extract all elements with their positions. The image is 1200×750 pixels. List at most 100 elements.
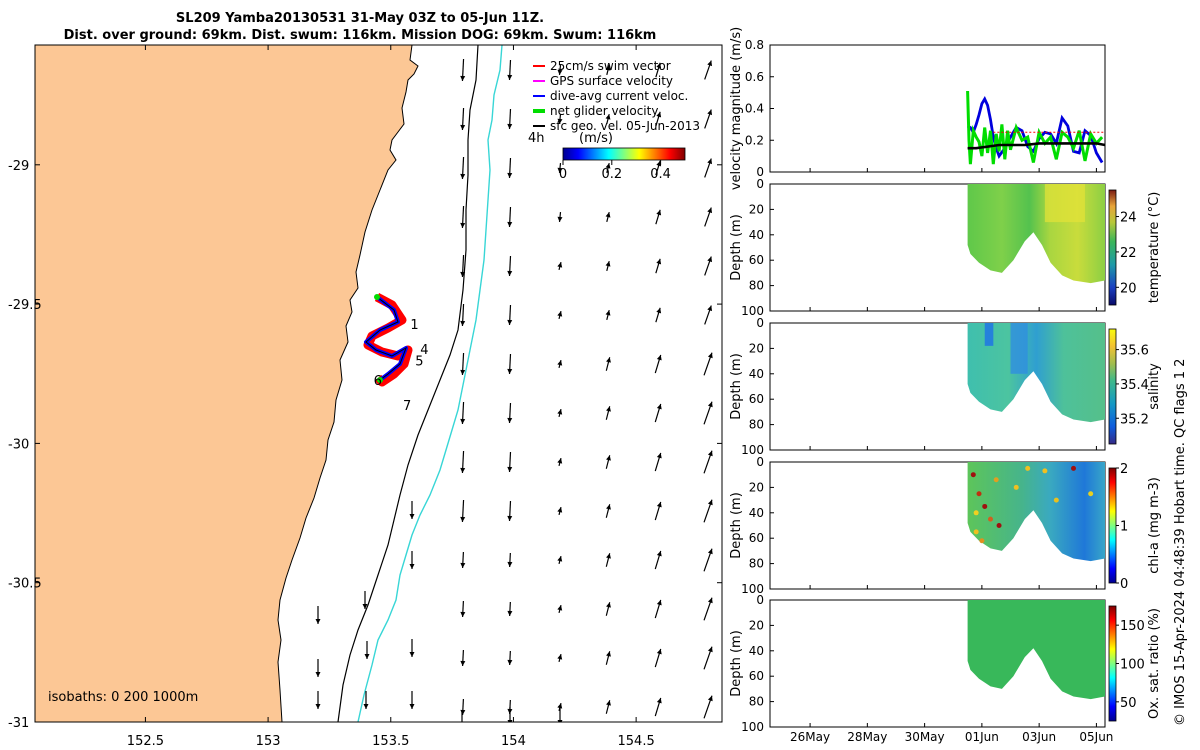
depth-tick-label: 40: [749, 644, 764, 658]
current-arrowhead: [606, 602, 611, 608]
current-arrowhead: [460, 173, 466, 179]
colorbar-tick-label: 35.2: [1120, 412, 1149, 427]
chla-sample-dot: [1042, 468, 1048, 474]
section-field: [967, 323, 1105, 423]
waypoint-label: 6: [374, 374, 382, 389]
time-tick-label: 05Jun: [1079, 730, 1113, 744]
isobath-1000m: [357, 45, 503, 722]
time-tick-label: 28May: [847, 730, 887, 744]
velocity-ytick-label: 0.6: [745, 70, 764, 84]
current-arrowhead: [507, 270, 513, 276]
colorbar-tick-label: 0.4: [650, 167, 671, 182]
chla-section: 0 20 40 60 80 100 Depth (m) 0 1 2 chl-a (mg m-3): [729, 455, 1162, 596]
current-arrowhead: [460, 724, 465, 729]
current-arrowhead: [557, 507, 563, 513]
current-arrowhead: [557, 458, 563, 464]
map-ytick-label: -31: [8, 716, 29, 731]
warm-patch: [1044, 184, 1085, 223]
figure-title-line1: SL209 Yamba20130531 31-May 03Z to 05-Jun…: [175, 11, 545, 26]
legend-label: 25cm/s swim vector: [550, 59, 671, 73]
current-arrowhead: [507, 368, 513, 374]
current-arrowhead: [707, 597, 713, 604]
salinity-section: 0 20 40 60 80 100 Depth (m) 35.2 35.4 35.6 salinit…: [729, 316, 1162, 457]
current-arrowhead: [507, 610, 513, 616]
current-arrowhead: [409, 652, 415, 657]
chla-sample-dot: [1088, 491, 1094, 497]
section-colorbar: [1108, 605, 1117, 722]
current-arrowhead: [605, 261, 611, 267]
velocity-colorbar: [562, 147, 686, 161]
current-arrowhead: [656, 697, 662, 704]
current-arrowhead: [656, 648, 662, 655]
depth-tick-label: 100: [741, 720, 764, 734]
depth-tick-label: 20: [749, 202, 764, 216]
velocity-ytick-label: 0.2: [745, 133, 764, 147]
current-arrowhead: [557, 703, 563, 709]
map-xtick-label: 154.5: [618, 734, 655, 749]
depth-tick-label: 20: [749, 480, 764, 494]
colorbar-tick-label: 150: [1120, 619, 1145, 634]
current-arrowhead: [460, 516, 466, 522]
depth-tick-label: 0: [756, 316, 764, 330]
waypoint-label: 5: [415, 354, 423, 369]
chla-sample-dot: [987, 516, 993, 522]
current-arrowhead: [557, 605, 563, 611]
depth-tick-label: 20: [749, 618, 764, 632]
current-arrowhead: [707, 450, 713, 457]
colorbar-tick-label: 0: [1120, 577, 1128, 592]
depth-tick-label: 60: [749, 669, 764, 683]
current-arrowhead: [557, 216, 563, 222]
current-arrowhead: [605, 114, 611, 120]
colorbar-tick-label: 2: [1120, 462, 1128, 477]
temperature-section: 0 20 40 60 80 100 Depth (m) 20 22 24 temperature (…: [729, 177, 1162, 318]
current-arrowhead: [557, 409, 563, 415]
depth-tick-label: 100: [741, 304, 764, 318]
current-arrowhead: [606, 553, 611, 559]
section-field: [967, 462, 1105, 562]
waypoint-label: 7: [403, 399, 411, 414]
current-arrowhead: [557, 118, 563, 124]
low-salinity-patch: [1010, 323, 1028, 374]
depth-tick-label: 60: [749, 531, 764, 545]
depth-tick-label: 60: [749, 392, 764, 406]
current-arrowhead: [605, 163, 611, 169]
current-arrowhead: [557, 262, 563, 268]
depth-axis-label: Depth (m): [729, 353, 744, 420]
colorbar-tick-label: 20: [1120, 281, 1137, 296]
chla-sample-dot: [973, 510, 979, 516]
current-arrowhead: [707, 207, 713, 214]
current-arrowhead: [507, 221, 513, 227]
current-arrowhead: [460, 660, 466, 666]
waypoint-label: 1: [410, 318, 418, 333]
current-arrowhead: [460, 320, 466, 326]
current-arrowhead: [656, 160, 662, 167]
colorbar-tick-label: 50: [1120, 696, 1137, 711]
current-arrowhead: [409, 564, 415, 569]
legend-label: net glider velocity: [550, 104, 658, 118]
current-arrowhead: [460, 418, 466, 424]
depth-tick-label: 80: [749, 279, 764, 293]
depth-tick-label: 80: [749, 695, 764, 709]
velocity-ytick-label: 0: [756, 165, 764, 179]
depth-tick-label: 0: [756, 177, 764, 191]
current-arrowhead: [460, 562, 466, 568]
depth-tick-label: 100: [741, 582, 764, 596]
velocity-series-dive-avg-current: [966, 95, 1104, 164]
map-xtick-label: 154: [501, 734, 526, 749]
current-arrowhead: [507, 515, 513, 521]
chla-sample-dot: [996, 523, 1002, 528]
colorbar-tick-label: 22: [1120, 246, 1137, 261]
chla-sample-dot: [970, 472, 976, 478]
velocity-ytick-label: 0.8: [745, 38, 764, 52]
depth-axis-label: Depth (m): [729, 492, 744, 559]
current-arrowhead: [557, 167, 563, 173]
current-arrowhead: [507, 74, 513, 80]
depth-tick-label: 40: [749, 228, 764, 242]
current-arrowhead: [656, 501, 662, 508]
time-tick-label: 30May: [905, 730, 945, 744]
current-arrowhead: [707, 256, 713, 263]
time-tick-label: 26May: [790, 730, 830, 744]
current-arrowhead: [707, 646, 713, 653]
depth-tick-label: 0: [756, 593, 764, 607]
